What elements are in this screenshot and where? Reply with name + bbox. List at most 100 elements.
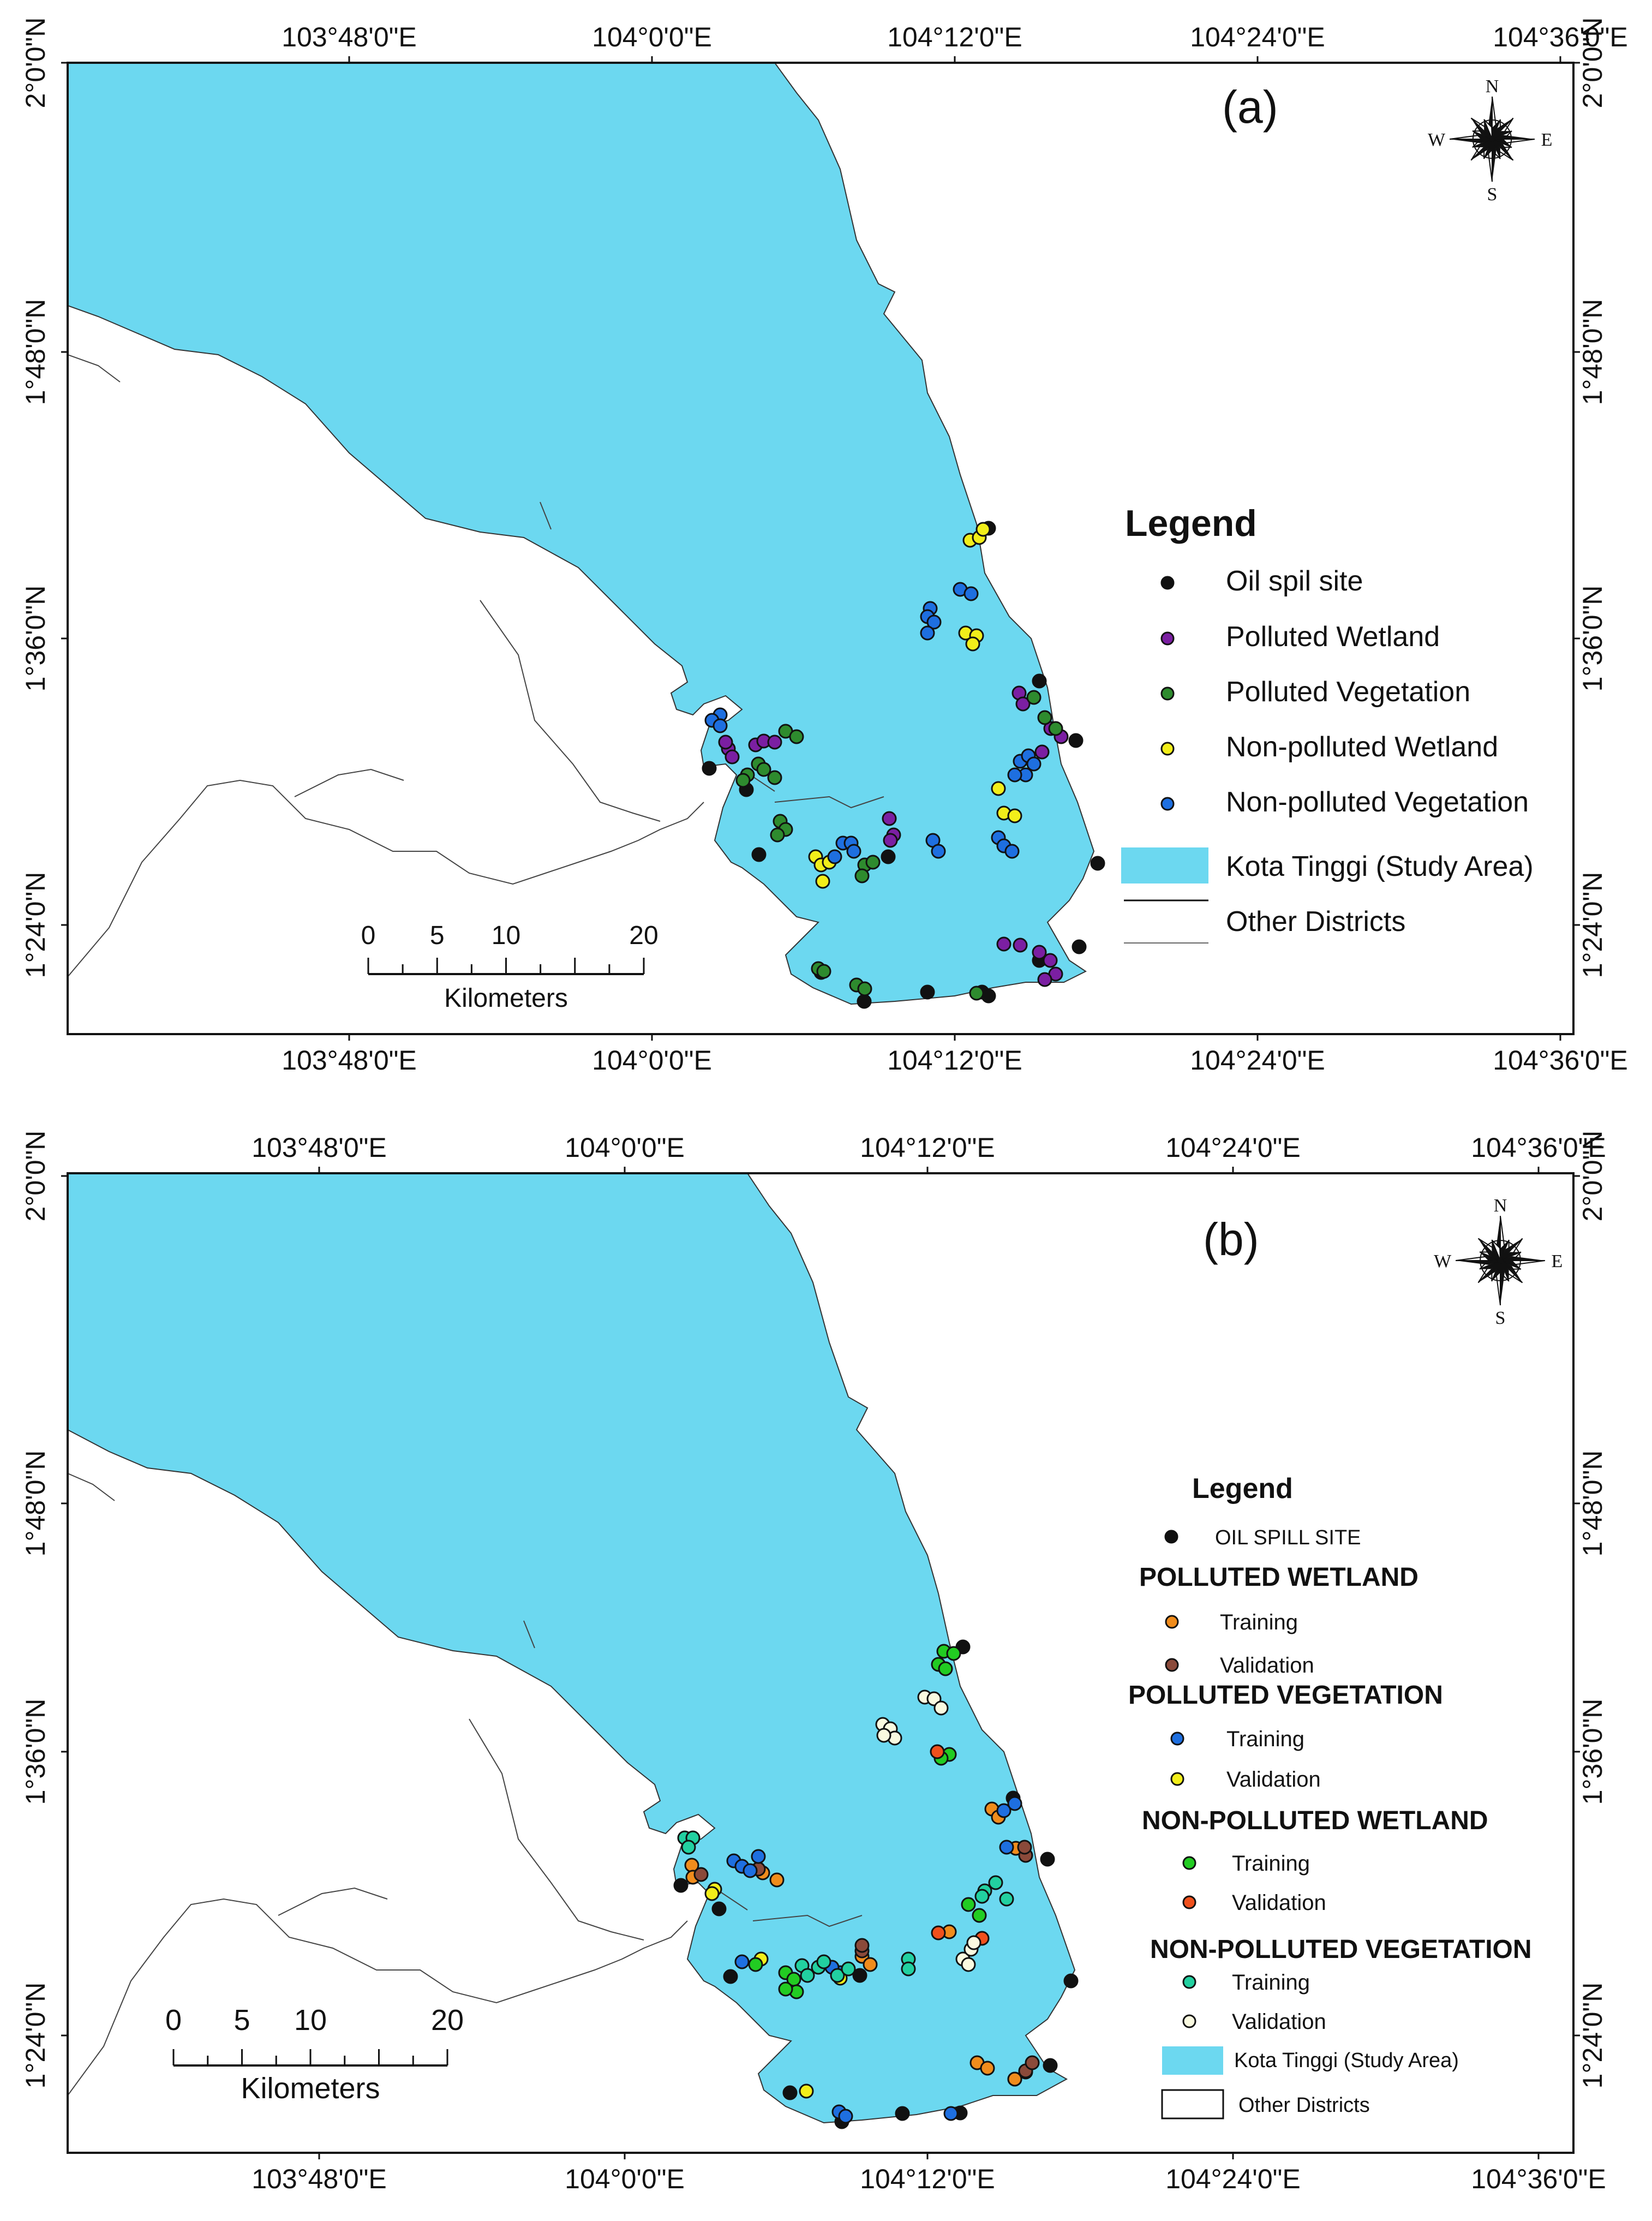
lon-label-bottom: 104°24'0"E [1190, 1045, 1325, 1076]
legend-item-label: Validation [1232, 1891, 1326, 1915]
scale-tick-label: 0 [165, 2004, 182, 2037]
legend-symbol [1160, 797, 1175, 811]
svg-text:N: N [1486, 76, 1499, 97]
legend-item-label: Training [1232, 1852, 1310, 1876]
legend-item-label: Oil spil site [1226, 565, 1363, 597]
panel-b-map-area [68, 1173, 1076, 2124]
panel-b-frame [67, 1172, 1575, 2154]
compass-rose-icon: N S E W [1428, 76, 1552, 205]
lon-label-bottom: 103°48'0"E [252, 2164, 387, 2194]
legend-item-label: Polluted Vegetation [1226, 676, 1470, 708]
lat-label-right: 1°48'0"N [1577, 299, 1608, 405]
lat-label-left: 1°48'0"N [20, 1450, 51, 1557]
legend-swatch-study-area [1162, 2046, 1223, 2075]
lon-label-top: 104°0'0"E [565, 1132, 685, 1163]
lon-label-top: 104°36'0"E [1471, 1132, 1606, 1163]
lat-label-right: 1°36'0"N [1577, 1699, 1608, 1805]
lon-label-bottom: 104°0'0"E [592, 1045, 712, 1076]
legend-symbol [1182, 1895, 1196, 1909]
lon-label-bottom: 104°12'0"E [887, 1045, 1022, 1076]
legend-symbol [1165, 1615, 1179, 1629]
scale-tick-label: 0 [361, 921, 376, 950]
lat-label-left: 1°24'0"N [20, 1983, 51, 2089]
scale-tick-label: 5 [430, 921, 445, 950]
svg-text:W: W [1428, 130, 1446, 150]
compass-rose-icon: N S E W [1434, 1196, 1563, 1328]
svg-text:W: W [1434, 1251, 1452, 1271]
panel-b-sample-points [673, 1639, 1079, 2129]
panel-b-legend: Legend OIL SPILL SITE POLLUTED WETLAND Tra… [1128, 1473, 1532, 2119]
panel-a-scale-bar: 0 5 10 20 Kilometers [361, 921, 659, 1013]
scale-tick-label: 5 [234, 2004, 250, 2037]
svg-text:E: E [1552, 1251, 1563, 1271]
legend-symbol [1182, 1975, 1196, 1989]
svg-text:E: E [1541, 130, 1553, 150]
legend-item-label: Training [1226, 1727, 1304, 1751]
legend-title: Legend [1125, 503, 1257, 544]
lat-label-right: 2°0'0"N [1577, 1131, 1608, 1222]
legend-item-label: Non-polluted Vegetation [1226, 786, 1529, 818]
lat-label-right: 1°36'0"N [1577, 586, 1608, 692]
lat-label-left: 2°0'0"N [20, 17, 51, 109]
lat-label-right: 2°0'0"N [1577, 17, 1608, 109]
legend-item-label: Validation [1226, 1768, 1321, 1792]
legend-symbol [1164, 1530, 1178, 1544]
lon-label-top: 104°0'0"E [592, 22, 712, 52]
lat-label-right: 1°24'0"N [1577, 872, 1608, 978]
legend-symbol [1165, 1658, 1179, 1672]
legend-item-label: Training [1232, 1971, 1310, 1995]
panel-a-label: (a) [1222, 81, 1278, 133]
legend-symbol [1160, 631, 1175, 646]
legend-item-label: Non-polluted Wetland [1226, 731, 1498, 763]
legend-swatch-other-districts [1161, 2089, 1224, 2119]
lon-label-top: 104°12'0"E [860, 1132, 995, 1163]
panel-a-coordinate-ticks: 103°48'0"E 103°48'0"E 104°0'0"E 104°0'0"E 10… [20, 17, 1628, 1076]
panel-a-map-area [68, 63, 1095, 1005]
legend-item-label: Validation [1232, 2010, 1326, 2034]
scale-tick-label: 10 [492, 921, 520, 950]
panel-a-sample-points [702, 521, 1105, 1009]
legend-title: Legend [1192, 1473, 1293, 1504]
legend-symbol [1182, 1856, 1196, 1870]
panel-b: 103°48'0"E 103°48'0"E 104°0'0"E 104°0'0"E 10… [20, 1131, 1608, 2194]
panel-b-scale-bar: 0 5 10 20 Kilometers [165, 2004, 464, 2105]
legend-item-label: Polluted Wetland [1226, 621, 1440, 653]
other-district-boundaries [68, 1473, 863, 2096]
legend-group-title: POLLUTED WETLAND [1139, 1563, 1418, 1592]
panel-b-coordinate-ticks: 103°48'0"E 103°48'0"E 104°0'0"E 104°0'0"E 10… [20, 1131, 1608, 2194]
panel-b-label: (b) [1203, 1214, 1259, 1265]
panel-a-frame [67, 62, 1575, 1035]
svg-text:S: S [1487, 184, 1498, 205]
other-district-boundaries [68, 354, 884, 977]
lat-label-left: 1°36'0"N [20, 1699, 51, 1805]
lon-label-bottom: 104°36'0"E [1471, 2164, 1606, 2194]
lon-label-bottom: 104°0'0"E [565, 2164, 685, 2194]
lon-label-top: 103°48'0"E [282, 22, 417, 52]
lat-label-left: 2°0'0"N [20, 1131, 51, 1222]
legend-group-title: NON-POLLUTED WETLAND [1142, 1806, 1488, 1835]
legend-group-title: POLLUTED VEGETATION [1128, 1681, 1443, 1710]
scale-unit: Kilometers [241, 2072, 380, 2105]
legend-symbol [1160, 576, 1175, 590]
svg-text:S: S [1495, 1308, 1506, 1328]
scale-tick-label: 10 [294, 2004, 327, 2037]
legend-item-label: Other Districts [1226, 906, 1405, 938]
panel-a-legend: Legend Oil spil site Polluted Wetland Poll… [1121, 503, 1534, 944]
legend-group-title: NON-POLLUTED VEGETATION [1150, 1935, 1532, 1964]
legend-symbol [1160, 742, 1175, 756]
study-area-kota-tinggi [68, 63, 1095, 1005]
legend-item-label: Kota Tinggi (Study Area) [1226, 851, 1534, 882]
legend-item-label: Kota Tinggi (Study Area) [1234, 2049, 1459, 2072]
lat-label-right: 1°24'0"N [1577, 1983, 1608, 2089]
lon-label-top: 104°12'0"E [887, 22, 1022, 52]
legend-symbol [1170, 1772, 1184, 1786]
study-area-kota-tinggi [68, 1173, 1076, 2124]
lat-label-left: 1°24'0"N [20, 872, 51, 978]
lat-label-left: 1°36'0"N [20, 586, 51, 692]
legend-symbol [1160, 686, 1175, 701]
lon-label-bottom: 104°36'0"E [1493, 1045, 1628, 1076]
panel-a: 103°48'0"E 103°48'0"E 104°0'0"E 104°0'0"E 10… [20, 17, 1628, 1076]
scale-tick-label: 20 [629, 921, 658, 950]
legend-item-label: Validation [1220, 1653, 1314, 1677]
